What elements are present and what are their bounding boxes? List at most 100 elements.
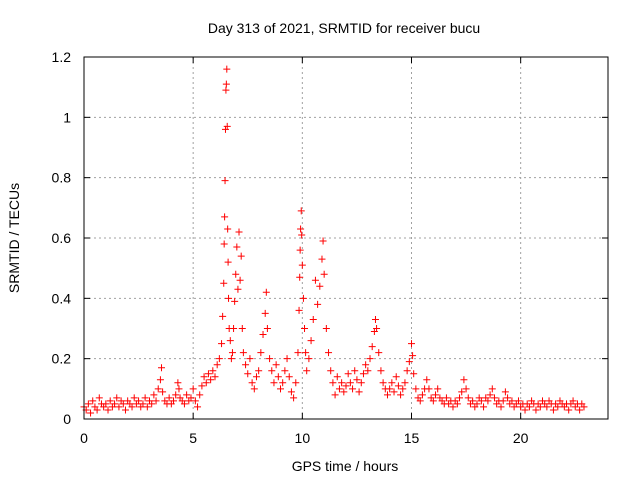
data-point xyxy=(228,349,236,357)
data-point xyxy=(223,65,231,73)
data-point xyxy=(536,403,544,411)
data-point xyxy=(255,367,263,375)
data-point xyxy=(290,394,298,402)
data-point xyxy=(403,367,411,375)
data-point xyxy=(246,355,254,363)
x-tick-label: 10 xyxy=(295,430,311,446)
data-point xyxy=(464,394,472,402)
data-point xyxy=(469,397,477,405)
data-point xyxy=(292,379,300,387)
data-point xyxy=(95,394,103,402)
data-point xyxy=(270,379,278,387)
data-point xyxy=(429,397,437,405)
data-point xyxy=(248,379,256,387)
data-point xyxy=(543,403,551,411)
data-point xyxy=(401,379,409,387)
data-point xyxy=(508,397,516,405)
data-point xyxy=(373,325,381,332)
data-point xyxy=(221,177,229,185)
data-point xyxy=(237,252,245,260)
data-point xyxy=(416,397,424,405)
data-point xyxy=(191,397,199,405)
data-point xyxy=(165,394,173,402)
data-point xyxy=(392,373,400,381)
data-point xyxy=(84,400,92,408)
data-point xyxy=(222,86,230,94)
data-point xyxy=(418,391,426,399)
data-point xyxy=(239,349,247,357)
data-point xyxy=(152,397,160,405)
data-point xyxy=(316,282,324,290)
data-point xyxy=(274,373,282,381)
data-point xyxy=(346,379,354,387)
data-point xyxy=(234,285,242,293)
data-point xyxy=(230,325,238,332)
data-point xyxy=(196,391,204,399)
data-point xyxy=(218,340,226,348)
data-point xyxy=(233,243,241,251)
y-tick-label: 0 xyxy=(63,411,71,427)
data-point xyxy=(425,385,433,393)
data-point xyxy=(215,355,223,363)
data-point xyxy=(322,325,330,332)
data-point xyxy=(314,300,322,308)
data-point xyxy=(262,288,270,296)
data-point xyxy=(501,388,509,396)
data-point xyxy=(460,376,468,384)
data-point xyxy=(252,373,260,381)
data-point xyxy=(355,388,363,396)
x-tick-label: 5 xyxy=(189,430,197,446)
data-point xyxy=(285,373,293,381)
data-point xyxy=(150,391,158,399)
data-point xyxy=(344,370,352,378)
grid-layer xyxy=(84,57,608,419)
data-point xyxy=(458,388,466,396)
data-point xyxy=(298,261,306,269)
data-point xyxy=(432,391,440,399)
data-point xyxy=(154,385,162,393)
data-point xyxy=(202,379,210,387)
data-point xyxy=(159,388,167,396)
data-point xyxy=(521,406,529,414)
data-point xyxy=(442,394,450,402)
data-point xyxy=(408,340,415,348)
data-point xyxy=(121,406,129,414)
data-point xyxy=(342,382,350,390)
data-points-layer xyxy=(80,65,588,417)
data-point xyxy=(335,385,343,393)
data-point xyxy=(242,361,250,369)
data-point xyxy=(207,376,215,384)
data-point xyxy=(375,349,383,357)
data-point xyxy=(259,331,267,339)
ticks-layer: 0 0.2 0.4 0.6 0.8 1 1.2 0 5 10 15 20 xyxy=(52,49,608,446)
data-point xyxy=(484,397,492,405)
data-point xyxy=(222,80,230,88)
data-point xyxy=(409,352,417,360)
data-point xyxy=(115,403,123,411)
chart-title: Day 313 of 2021, SRMTID for receiver buc… xyxy=(208,20,480,36)
data-point xyxy=(296,273,304,281)
data-point xyxy=(272,361,280,369)
data-point xyxy=(102,400,110,408)
y-axis-label: SRMTID / TECUs xyxy=(6,183,22,293)
data-point xyxy=(319,237,327,245)
data-point xyxy=(569,397,577,405)
data-point xyxy=(386,385,394,393)
data-point xyxy=(580,403,588,411)
data-point xyxy=(175,385,183,393)
data-point xyxy=(497,403,505,411)
data-point xyxy=(294,349,302,357)
data-point xyxy=(364,367,372,375)
data-point xyxy=(456,394,464,402)
data-point xyxy=(296,246,304,254)
data-point xyxy=(172,391,180,399)
data-point xyxy=(305,355,313,363)
data-point xyxy=(221,213,229,221)
data-point xyxy=(554,403,562,411)
data-point xyxy=(532,406,540,414)
data-point xyxy=(128,403,136,411)
data-point xyxy=(261,309,269,317)
data-point xyxy=(405,358,413,366)
data-point xyxy=(263,325,271,332)
y-tick-label: 0.6 xyxy=(52,230,72,246)
